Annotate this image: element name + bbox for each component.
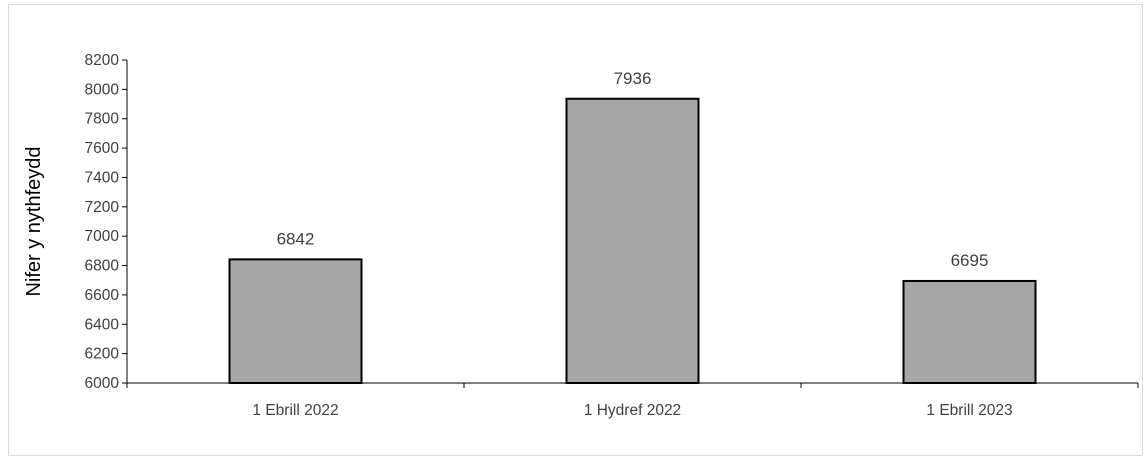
y-tick-label: 7200 (85, 199, 120, 216)
y-axis-ticks: 6000 6200 6400 6600 6800 7000 7200 7400 7600 7800… (85, 52, 127, 392)
y-tick-label: 6600 (85, 287, 120, 304)
y-tick-label: 7800 (85, 111, 120, 128)
y-tick-label: 7400 (85, 169, 120, 186)
y-tick-label: 7000 (85, 228, 120, 245)
x-tick-label: 1 Hydref 2022 (584, 402, 681, 419)
bar (228, 258, 363, 384)
y-tick-label: 6800 (85, 258, 120, 275)
bar (902, 279, 1037, 384)
bar-value-label: 7936 (614, 69, 652, 88)
y-tick-label: 8200 (85, 52, 120, 69)
x-axis-ticks: 1 Ebrill 2022 1 Hydref 2022 1 Ebrill 2023 (126, 383, 1139, 419)
x-tick-label: 1 Ebrill 2023 (926, 402, 1012, 419)
y-axis-title: Nifer y nythfeydd (23, 146, 45, 296)
bar (565, 97, 700, 384)
y-tick-label: 6200 (85, 346, 120, 363)
x-tick-label: 1 Ebrill 2022 (252, 402, 338, 419)
y-tick-label: 7600 (85, 140, 120, 157)
y-tick-label: 6400 (85, 316, 120, 333)
bar-value-label: 6695 (951, 251, 989, 270)
y-tick-label: 6000 (85, 375, 120, 392)
y-tick-label: 8000 (85, 81, 120, 98)
bars: 6842 7936 6695 (228, 69, 1037, 384)
bar-value-label: 6842 (277, 229, 315, 248)
